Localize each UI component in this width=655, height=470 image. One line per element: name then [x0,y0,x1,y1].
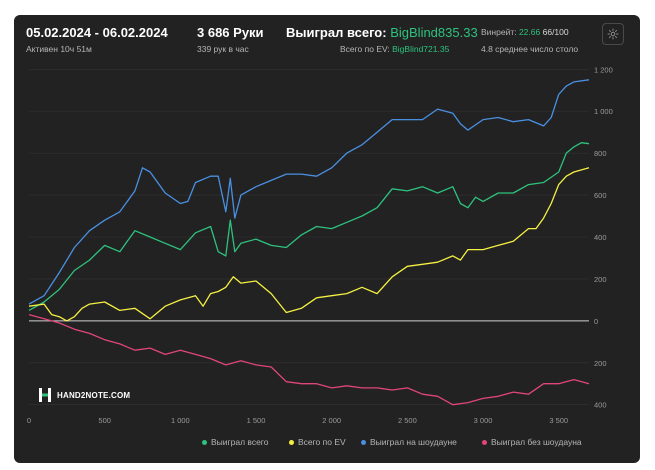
legend-item-ev[interactable]: Всего по EV [289,437,346,447]
legend-item-showdown[interactable]: Выиграл на шоудауне [361,437,457,447]
legend-marker [202,439,207,445]
legend-marker [361,439,366,445]
x-tick-label: 1 000 [171,416,190,425]
x-tick-label: 3 000 [474,416,493,425]
avg-tables: 4.8 среднее число столо [481,44,579,54]
winnings-chart: 1 200 1 000 800 600 400 200 0 200 400 0 500 1 000 1 … [27,65,613,425]
legend-label: Выиграл без шоудауна [491,437,582,447]
x-tick-label: 3 500 [549,416,568,425]
legend-item-won-total[interactable]: Выиграл всего [202,437,268,447]
graph-panel: 05.02.2024 - 06.02.2024 Активен 10ч 51м … [14,15,640,463]
x-tick-label: 0 [27,416,31,425]
ev-total: Всего по EV: BigBlind721.35 [340,44,449,54]
hand2note-logo-text: HAND2NOTE.COM [57,390,131,400]
y-tick-label: 1 000 [594,107,613,116]
y-tick-label: 600 [594,191,607,200]
series-line-showdown [28,79,590,305]
y-tick-label: 200 [594,359,607,368]
legend-item-non-showdown[interactable]: Выиграл без шоудауна [482,437,582,447]
hand2note-logo-icon [39,388,51,402]
legend-marker [482,439,487,445]
ev-value: BigBlind721.35 [392,44,450,54]
won-total: Выиграл всего: BigBlind835.33 [286,25,478,40]
y-tick-label: 200 [594,275,607,284]
series-line-won-total [28,142,590,311]
series-line-ev [28,167,590,322]
winrate: Винрейт: 22.66 66/100 [481,27,569,37]
x-tick-label: 2 500 [398,416,417,425]
y-tick-label: 0 [594,317,598,326]
won-total-label: Выиграл всего: [286,25,387,40]
winrate-suffix: 66/100 [542,27,569,37]
won-total-value: BigBlind835.33 [390,25,478,40]
y-tick-label: 1 200 [594,65,613,74]
legend-label: Выиграл на шоудауне [370,437,457,447]
x-tick-label: 500 [98,416,111,425]
hands-count: 3 686 Руки [197,25,264,40]
y-tick-label: 800 [594,149,607,158]
legend-label: Выиграл всего [211,437,269,447]
x-tick-label: 1 500 [247,416,266,425]
active-time: Активен 10ч 51м [26,44,92,54]
winrate-label: Винрейт: [481,27,517,37]
y-tick-label: 400 [594,233,607,242]
winrate-value: 22.66 [518,27,541,37]
x-tick-label: 2 000 [322,416,341,425]
hand2note-logo: HAND2NOTE.COM [38,387,130,403]
date-range: 05.02.2024 - 06.02.2024 [26,25,168,40]
gear-icon [607,28,619,40]
legend-marker [289,439,294,445]
legend-label: Всего по EV [298,437,346,447]
series-line-non-showdown [28,313,590,406]
hands-per-hour: 339 рук в час [197,44,249,54]
y-tick-label: 400 [594,401,607,410]
ev-label: Всего по EV: [340,44,390,54]
settings-button[interactable] [602,23,624,45]
